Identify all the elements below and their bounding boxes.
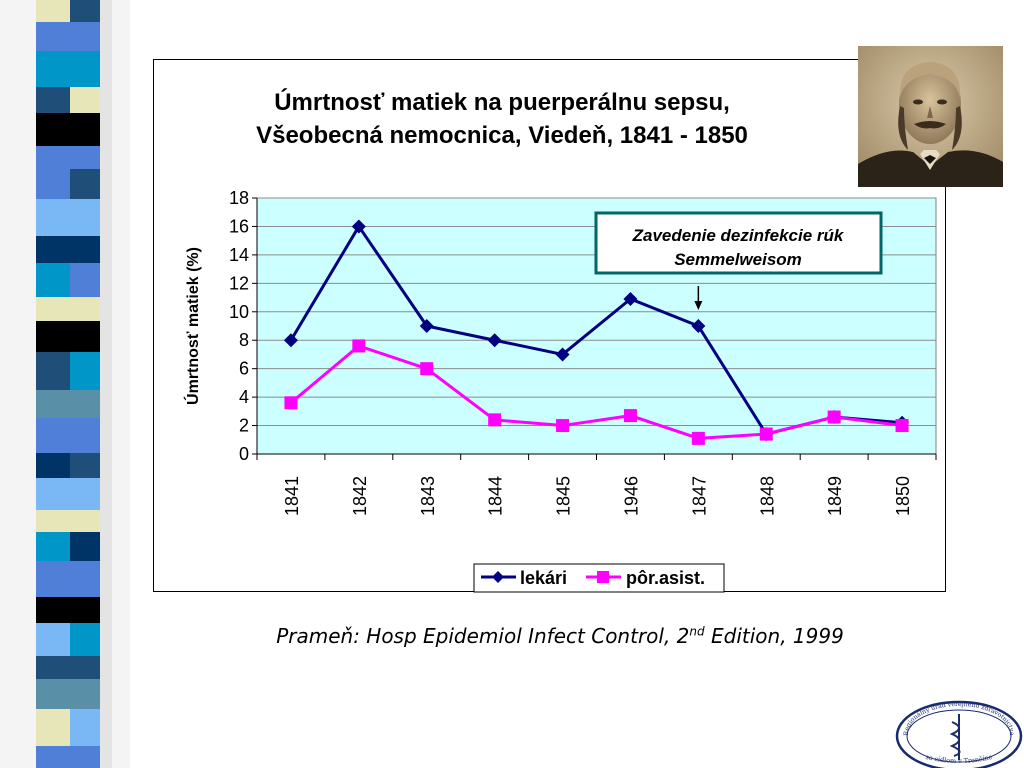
stripe-block: [36, 453, 70, 478]
y-tick-label: 10: [229, 302, 249, 322]
data-point-pôr.asist.: [623, 409, 637, 423]
data-point-pôr.asist.: [827, 410, 841, 424]
stripe-block: [36, 22, 100, 51]
stripe-block: [36, 87, 70, 113]
institution-seal-logo: Regionálny úrad verejného zdravotníctva …: [895, 700, 1023, 768]
x-tick-label: 1847: [689, 476, 709, 516]
stripe-block: [36, 656, 100, 679]
data-point-lekári: [691, 319, 706, 333]
data-point-pôr.asist.: [352, 339, 366, 353]
stripe-block: [36, 709, 70, 746]
chart-title: Všeobecná nemocnica, Viedeň, 1841 - 1850: [256, 122, 748, 149]
stripe-block: [36, 0, 70, 22]
annotation-arrowhead: [694, 301, 703, 310]
source-suffix: Edition, 1999: [704, 624, 844, 648]
stripe-block: [36, 51, 100, 87]
y-tick-label: 14: [229, 245, 249, 265]
chart-title: Úmrtnosť matiek na puerperálnu sepsu,: [274, 88, 730, 116]
stripe-block: [36, 478, 100, 510]
data-point-pôr.asist.: [691, 431, 705, 445]
data-point-lekári: [623, 291, 638, 306]
y-tick-label: 0: [239, 444, 249, 464]
stripe-block: [36, 390, 100, 418]
series-line-pôr.asist.: [289, 344, 903, 440]
legend-label-lekári: lekári: [520, 568, 567, 588]
x-tick-label: 1841: [282, 476, 302, 516]
legend-marker-pôr.asist.: [597, 571, 609, 583]
x-tick-label: 1849: [825, 476, 845, 516]
annotation-text: Zavedenie dezinfekcie rúk: [632, 226, 845, 245]
y-tick-label: 8: [239, 330, 249, 350]
y-tick-label: 2: [239, 416, 249, 436]
x-tick-label: 1850: [893, 476, 913, 516]
stripe-block: [36, 679, 100, 709]
stripe-block: [36, 746, 100, 768]
data-point-pôr.asist.: [759, 427, 773, 441]
data-point-pôr.asist.: [284, 396, 298, 410]
y-tick-label: 12: [229, 273, 249, 293]
stripe-block: [36, 321, 100, 352]
stripe-block: [36, 532, 70, 561]
stripe-block: [36, 561, 100, 597]
stripe-block: [36, 352, 70, 390]
stripe-block: [36, 510, 100, 532]
annotation-box: [594, 211, 883, 275]
data-point-pôr.asist.: [420, 362, 434, 376]
y-tick-label: 18: [229, 188, 249, 208]
stripe-block: [36, 199, 100, 236]
y-axis-label: Úmrtnosť matiek (%): [183, 247, 202, 405]
stripe-shadow: [100, 0, 112, 768]
source-prefix: Prameň: Hosp Epidemiol Infect Control, 2: [276, 624, 690, 648]
y-tick-label: 16: [229, 216, 249, 236]
stripe-block: [36, 597, 100, 623]
data-point-lekári: [283, 333, 298, 348]
x-tick-label: 1845: [554, 476, 574, 516]
stripe-block: [36, 146, 100, 169]
x-tick-label: 1843: [418, 476, 438, 516]
stripe-block: [36, 418, 100, 453]
data-point-lekári: [419, 319, 434, 333]
stripe-block: [36, 623, 70, 656]
decorative-stripe: [0, 0, 130, 768]
x-tick-label: 1844: [486, 476, 506, 516]
x-tick-label: 1842: [350, 476, 370, 516]
svg-text:so sídlom v Trenčíne: so sídlom v Trenčíne: [925, 753, 993, 765]
stripe-block: [36, 263, 70, 297]
stripe-block: [36, 169, 70, 199]
data-point-pôr.asist.: [488, 413, 502, 427]
source-citation: Prameň: Hosp Epidemiol Infect Control, 2…: [0, 624, 1024, 648]
portrait-photo: [858, 46, 1003, 187]
source-superscript: nd: [689, 624, 705, 639]
stripe-block: [36, 297, 100, 321]
data-point-pôr.asist.: [556, 419, 570, 433]
x-tick-label: 1848: [757, 476, 777, 516]
chart-frame: Úmrtnosť matiek na puerperálnu sepsu, Vše…: [153, 59, 946, 593]
data-point-lekári: [487, 333, 502, 348]
stripe-block: [36, 113, 100, 146]
data-point-lekári: [351, 219, 366, 234]
y-tick-label: 6: [239, 359, 249, 379]
data-point-pôr.asist.: [895, 419, 909, 433]
seal-bottom-text: so sídlom v Trenčíne: [925, 753, 993, 765]
data-point-lekári: [555, 347, 570, 362]
mortality-line-chart: Úmrtnosť matiek na puerperálnu sepsu, Vše…: [183, 88, 937, 593]
x-tick-label: 1946: [621, 476, 641, 516]
y-tick-label: 4: [239, 387, 249, 407]
legend-label-pôr.asist.: pôr.asist.: [626, 568, 705, 588]
legend-marker-lekári: [492, 571, 504, 583]
stripe-block: [36, 236, 100, 263]
annotation-text: Semmelweisom: [674, 250, 802, 269]
